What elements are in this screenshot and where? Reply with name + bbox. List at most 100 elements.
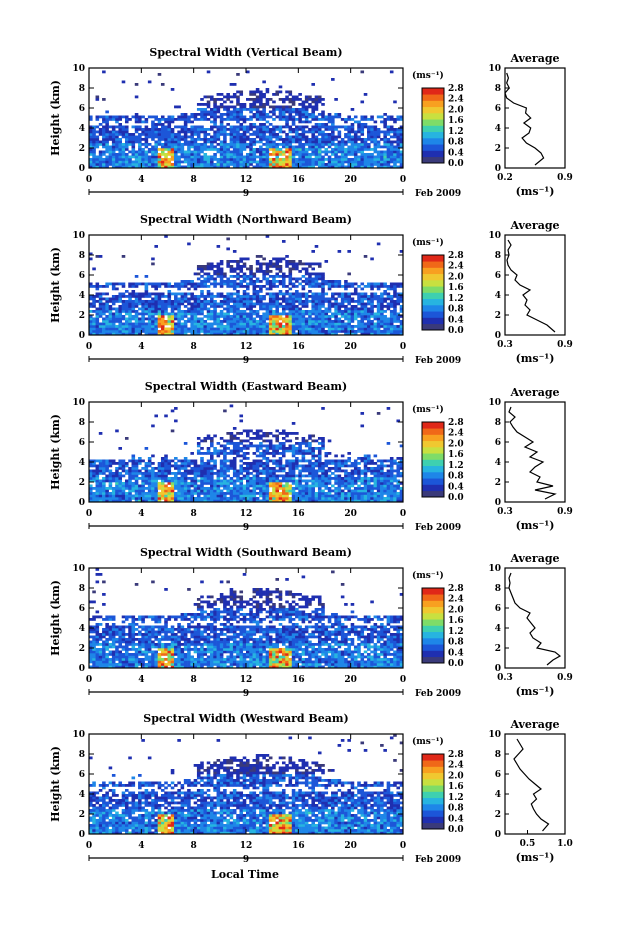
heatmap-cell <box>252 320 257 323</box>
heatmap-cell <box>180 494 185 498</box>
heatmap-cell <box>111 155 116 159</box>
heatmap-cell <box>115 138 119 141</box>
profile-frame <box>504 234 566 336</box>
heatmap-cell <box>275 494 280 498</box>
heatmap-cell <box>347 250 351 253</box>
heatmap-cell <box>383 153 387 156</box>
heatmap-cell <box>216 332 221 336</box>
heatmap-cell <box>308 262 312 266</box>
heatmap-cell <box>98 489 103 493</box>
heatmap-cell <box>242 108 247 111</box>
heatmap-cell <box>196 444 201 448</box>
heatmap-cell <box>386 140 391 144</box>
heatmap-cell <box>376 310 381 313</box>
heatmap-cell <box>334 158 338 161</box>
heatmap-cell <box>321 320 325 323</box>
heatmap-cell <box>301 262 306 266</box>
heatmap-cell <box>89 158 93 161</box>
heatmap-cell <box>262 467 266 470</box>
heatmap-cell <box>304 120 309 124</box>
heatmap-cell <box>219 277 224 281</box>
heatmap-cell <box>259 270 263 273</box>
heatmap-cell <box>213 447 217 450</box>
heatmap-cell <box>380 130 384 134</box>
heatmap-cell <box>380 297 384 301</box>
heatmap-cell <box>138 295 142 298</box>
heatmap-cell <box>331 165 335 169</box>
heatmap-cell <box>98 332 103 336</box>
heatmap-cell <box>95 467 100 470</box>
heatmap-cell <box>317 140 322 144</box>
heatmap-cell <box>131 322 136 326</box>
heatmap-cell <box>252 287 257 291</box>
heatmap-cell <box>317 165 322 169</box>
heatmap-cell <box>128 499 132 503</box>
heatmap-cell <box>317 95 322 99</box>
heatmap-cell <box>157 143 162 146</box>
heatmap-cell <box>246 300 250 303</box>
heatmap-cell <box>216 317 221 321</box>
heatmap-cell <box>281 257 286 261</box>
heatmap-cell <box>262 320 266 323</box>
heatmap-cell <box>285 497 289 500</box>
heatmap-cell <box>95 145 100 149</box>
heatmap-cell <box>281 469 286 473</box>
heatmap-cell <box>164 454 168 458</box>
heatmap-cell <box>141 474 145 478</box>
heatmap-cell <box>196 322 201 326</box>
heatmap-cell <box>278 432 283 435</box>
heatmap-cell <box>170 88 175 91</box>
heatmap-cell <box>128 302 132 306</box>
heatmap-cell <box>174 305 178 308</box>
heatmap-cell <box>144 499 149 503</box>
heatmap-cell <box>111 138 116 141</box>
heatmap-cell <box>111 479 116 483</box>
heatmap-cell <box>196 305 201 308</box>
heatmap-cell <box>170 322 175 326</box>
heatmap-cell <box>386 330 391 333</box>
heatmap-cell <box>98 302 103 306</box>
heatmap-cell <box>272 484 276 488</box>
heatmap-cell <box>157 292 162 296</box>
heatmap-cell <box>92 143 96 146</box>
heatmap-cell <box>115 115 119 119</box>
heatmap-cell <box>301 310 306 313</box>
heatmap-cell <box>190 320 194 323</box>
heatmap-cell <box>226 487 230 490</box>
heatmap-cell <box>216 158 221 161</box>
heatmap-cell <box>206 499 211 503</box>
heatmap-cell <box>357 312 361 316</box>
colorbar-unit: (ms⁻¹) <box>412 70 444 81</box>
heatmap-cell <box>360 133 365 136</box>
heatmap-cell <box>151 300 155 303</box>
heatmap-cell <box>183 464 188 468</box>
heatmap-cell <box>219 484 224 488</box>
heatmap-cell <box>301 153 306 156</box>
heatmap-cell <box>223 472 227 475</box>
heatmap-cell <box>281 320 286 323</box>
heatmap-cell <box>160 123 165 126</box>
heatmap-cell <box>285 138 289 141</box>
heatmap-cell <box>389 320 394 323</box>
heatmap-cell <box>252 467 257 470</box>
heatmap-cell <box>167 290 172 293</box>
heatmap-cell <box>291 285 296 288</box>
heatmap-cell <box>180 153 185 156</box>
heatmap-cell <box>196 282 201 286</box>
heatmap-cell <box>376 285 381 288</box>
heatmap-cell <box>334 282 338 286</box>
heatmap-cell <box>295 110 299 114</box>
heatmap-cell <box>246 285 250 288</box>
heatmap-cell <box>210 265 214 268</box>
heatmap-cell <box>154 325 158 328</box>
heatmap-cell <box>281 437 286 440</box>
heatmap-cell <box>200 457 204 460</box>
heatmap-cell <box>317 325 322 328</box>
heatmap-cell <box>373 285 378 288</box>
heatmap-cell <box>200 150 204 154</box>
heatmap-cell <box>350 320 355 323</box>
heatmap-cell <box>105 115 109 119</box>
heatmap-cell <box>295 95 299 99</box>
heatmap-cell <box>275 320 280 323</box>
heatmap-cell <box>236 115 240 119</box>
